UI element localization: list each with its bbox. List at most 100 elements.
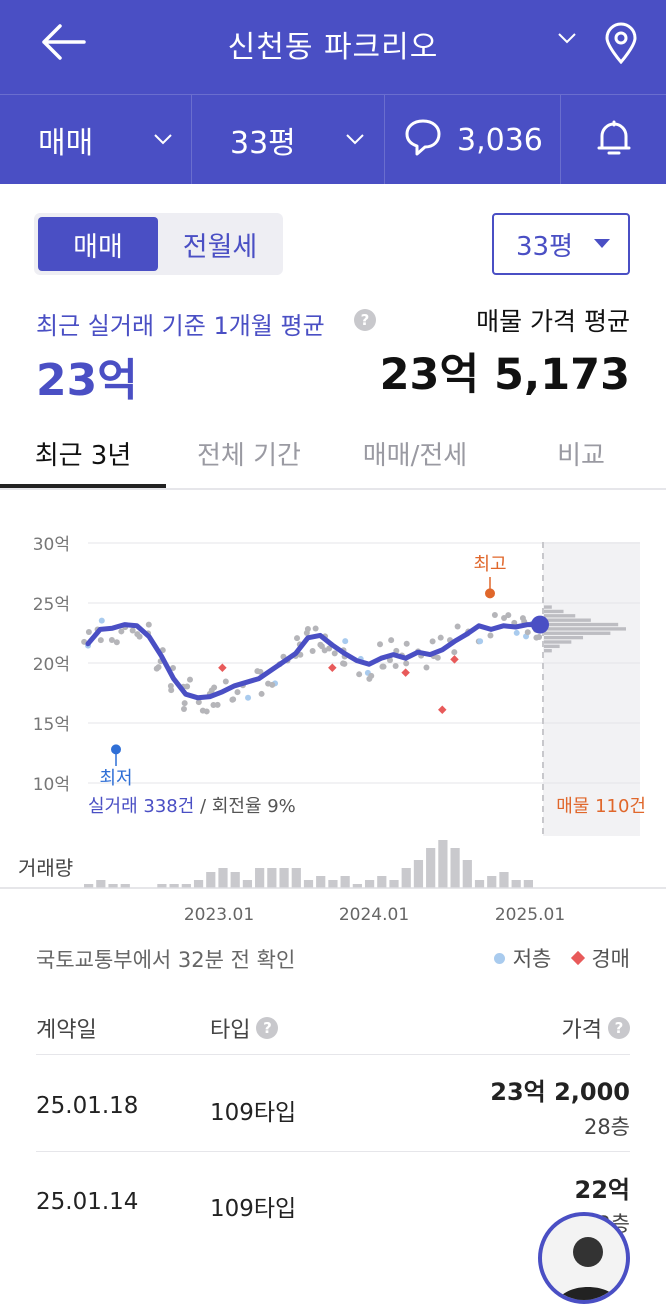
volume-bar <box>364 880 375 888</box>
top-bar: 신천동 파크리오 <box>0 0 666 94</box>
asking-avg-value: 23억 5,173 <box>379 350 630 400</box>
comment-icon[interactable] <box>404 117 442 157</box>
deal-point <box>170 665 177 672</box>
x-tick-label: 2023.01 <box>184 905 254 925</box>
tab-all-period[interactable]: 전체 기간 <box>197 440 301 471</box>
chart-legend: 저층 경매 <box>493 943 630 973</box>
deal-point <box>423 664 430 671</box>
listing-bar <box>544 605 552 609</box>
volume-bar <box>377 876 387 888</box>
deal-point <box>429 638 436 645</box>
person-icon <box>558 1237 618 1300</box>
deal-point <box>257 668 264 675</box>
location-pin-icon[interactable] <box>604 22 638 64</box>
low-floor-point <box>342 638 349 645</box>
chevron-down-icon[interactable] <box>556 30 578 46</box>
volume-bar <box>328 880 338 888</box>
volume-bar <box>499 872 509 888</box>
deal-point <box>451 649 458 656</box>
listing-bar <box>544 622 619 627</box>
page-title[interactable]: 신천동 파크리오 <box>227 30 439 65</box>
auction-point <box>218 663 227 673</box>
deal-point <box>113 639 120 646</box>
deal-point <box>258 690 265 697</box>
deal-point <box>294 635 301 642</box>
size-select[interactable]: 33평 <box>492 213 630 275</box>
y-tick-label: 25억 <box>33 595 70 615</box>
listing-bar <box>544 631 611 635</box>
chevron-down-icon[interactable] <box>152 131 174 147</box>
help-icon[interactable]: ? <box>608 1017 630 1039</box>
segment-sale[interactable]: 매매 <box>38 217 158 271</box>
divider <box>191 95 192 185</box>
back-arrow-icon[interactable] <box>40 22 88 62</box>
deal-point <box>386 657 393 664</box>
deal-point <box>491 612 498 619</box>
low-floor-point <box>98 617 105 624</box>
listing-bar <box>544 640 572 644</box>
column-price: 가격 ? <box>562 1012 630 1044</box>
size-label: 33평 <box>230 126 296 161</box>
row-floor: 28층 <box>583 1115 630 1139</box>
deal-point <box>168 687 175 694</box>
size-dropdown[interactable]: 33평 <box>230 95 296 185</box>
segment-rent[interactable]: 전월세 <box>182 231 258 263</box>
volume-bar <box>303 880 314 888</box>
help-icon[interactable]: ? <box>354 309 376 331</box>
help-icon[interactable]: ? <box>256 1017 279 1039</box>
asking-avg-label: 매물 가격 평균 <box>476 307 630 336</box>
trade-type-dropdown[interactable]: 매매 <box>38 95 93 185</box>
row-type: 109타입 <box>210 1196 297 1222</box>
legend-low-floor: 저층 <box>512 947 552 971</box>
y-tick-label: 15억 <box>33 715 70 735</box>
volume-bar <box>523 880 533 888</box>
listing-bar <box>544 609 564 614</box>
bell-icon[interactable] <box>596 119 632 159</box>
low-marker-dot <box>111 744 121 755</box>
size-select-label: 33평 <box>516 231 574 262</box>
volume-bar <box>255 868 265 888</box>
deal-point <box>145 621 152 628</box>
volume-bar <box>242 880 253 888</box>
chevron-down-icon[interactable] <box>344 131 366 147</box>
volume-bar <box>487 876 497 888</box>
auction-diamond-icon <box>571 950 586 966</box>
high-label: 최고 <box>473 554 506 575</box>
latest-point[interactable] <box>531 615 549 634</box>
listing-bar <box>544 627 626 631</box>
tab-compare[interactable]: 비교 <box>557 440 605 471</box>
deal-count-text: 실거래 338건 / 회전율 9% <box>88 796 296 817</box>
tab-sale-jeonse[interactable]: 매매/전세 <box>362 440 468 471</box>
x-tick-label: 2024.01 <box>339 905 409 925</box>
low-floor-point <box>477 638 484 645</box>
high-marker-dot <box>485 588 495 599</box>
tab-recent-3y[interactable]: 최근 3년 <box>34 440 132 471</box>
deal-point <box>524 629 531 636</box>
deal-point <box>108 637 115 644</box>
deal-point <box>393 647 400 654</box>
volume-bar <box>426 848 436 888</box>
listing-count-text: 매물 110건 <box>556 796 646 817</box>
volume-bar <box>84 884 94 888</box>
volume-bar <box>291 868 301 888</box>
volume-bar <box>340 876 350 888</box>
deal-point <box>136 633 143 640</box>
deal-point <box>181 700 188 707</box>
deal-point <box>230 696 237 703</box>
listing-area <box>543 542 640 836</box>
agent-avatar[interactable] <box>538 1212 630 1304</box>
row-type: 109타입 <box>210 1100 297 1126</box>
deal-point <box>180 706 187 713</box>
volume-bar <box>438 840 448 888</box>
volume-bar <box>474 880 485 888</box>
price-trend-line[interactable] <box>85 622 543 701</box>
deal-point <box>388 637 395 644</box>
auction-point <box>450 655 459 664</box>
low-floor-point <box>245 694 252 701</box>
comment-count-button[interactable]: 3,036 <box>457 95 543 185</box>
deal-point <box>326 645 333 652</box>
low-floor-point <box>513 629 520 636</box>
deal-point <box>487 632 494 639</box>
volume-bar <box>157 884 167 888</box>
